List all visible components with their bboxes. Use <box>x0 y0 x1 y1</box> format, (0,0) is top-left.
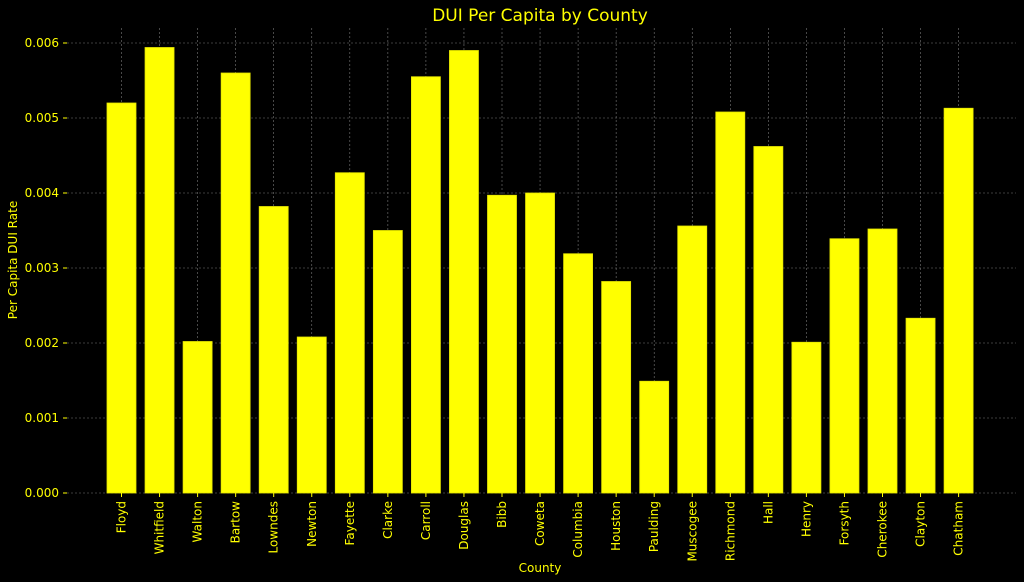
y-tick-label: 0.006 <box>25 36 59 50</box>
bar-bartow <box>220 72 251 494</box>
bar-clayton <box>905 317 936 494</box>
x-tick-label: Whitfield <box>153 501 167 554</box>
y-tick-label: 0.001 <box>25 411 59 425</box>
x-tick-label: Chatham <box>952 501 966 556</box>
bar-walton <box>182 341 213 494</box>
y-tick-label: 0.003 <box>25 261 59 275</box>
x-tick-label: Cherokee <box>876 501 890 558</box>
y-tick-label: 0.004 <box>25 186 59 200</box>
axis-layer: 0.000 0.001 0.002 0.003 0.004 0.005 0.006 Floyd… <box>25 36 966 562</box>
bar-newton <box>296 336 327 494</box>
bar-paulding <box>639 380 670 494</box>
bar-chatham <box>943 107 974 494</box>
y-tick-label: 0.002 <box>25 336 59 350</box>
bar-carroll <box>410 76 441 494</box>
x-tick-label: Richmond <box>723 501 737 561</box>
x-axis-label: County <box>519 561 562 575</box>
y-axis-label: Per Capita DUI Rate <box>6 201 20 319</box>
x-tick-label: Hall <box>761 501 775 524</box>
bar-hall <box>753 146 784 494</box>
bar-henry <box>791 341 822 494</box>
bar-whitfield <box>144 47 175 494</box>
x-tick-label: Carroll <box>419 501 433 540</box>
bar-houston <box>601 281 632 494</box>
x-tick-label: Coweta <box>533 501 547 546</box>
bar-muscogee <box>677 225 708 494</box>
bar-columbia <box>563 253 593 494</box>
x-tick-label: Fayette <box>343 501 357 545</box>
x-tick-label: Clarke <box>381 501 395 539</box>
x-tick-label: Henry <box>799 501 813 537</box>
bar-fayette <box>334 172 365 494</box>
x-tick-label: Columbia <box>571 501 585 558</box>
bar-richmond <box>715 111 746 494</box>
bar-bibb <box>487 194 517 494</box>
bar-forsyth <box>829 238 860 494</box>
x-tick-label: Floyd <box>115 501 129 533</box>
bar-lowndes <box>258 206 289 494</box>
bar-cherokee <box>867 228 898 494</box>
x-tick-label: Bibb <box>495 501 509 528</box>
x-tick-label: Lowndes <box>267 501 281 554</box>
x-tick-label: Clayton <box>914 501 928 547</box>
y-tick-label: 0.000 <box>25 486 59 500</box>
y-tick-label: 0.005 <box>25 111 59 125</box>
x-tick-label: Douglas <box>457 501 471 550</box>
x-tick-label: Forsyth <box>837 501 851 545</box>
bar-coweta <box>525 192 555 494</box>
bar-clarke <box>372 230 403 494</box>
x-tick-label: Paulding <box>647 501 661 552</box>
x-tick-label: Houston <box>609 501 623 551</box>
bar-douglas <box>449 50 479 494</box>
chart-title: DUI Per Capita by County <box>432 6 648 26</box>
bar-layer <box>106 47 974 494</box>
x-tick-label: Walton <box>191 501 205 542</box>
x-tick-label: Newton <box>305 501 319 547</box>
x-tick-label: Bartow <box>229 501 243 544</box>
x-tick-label: Muscogee <box>685 501 699 562</box>
bar-floyd <box>106 102 137 494</box>
